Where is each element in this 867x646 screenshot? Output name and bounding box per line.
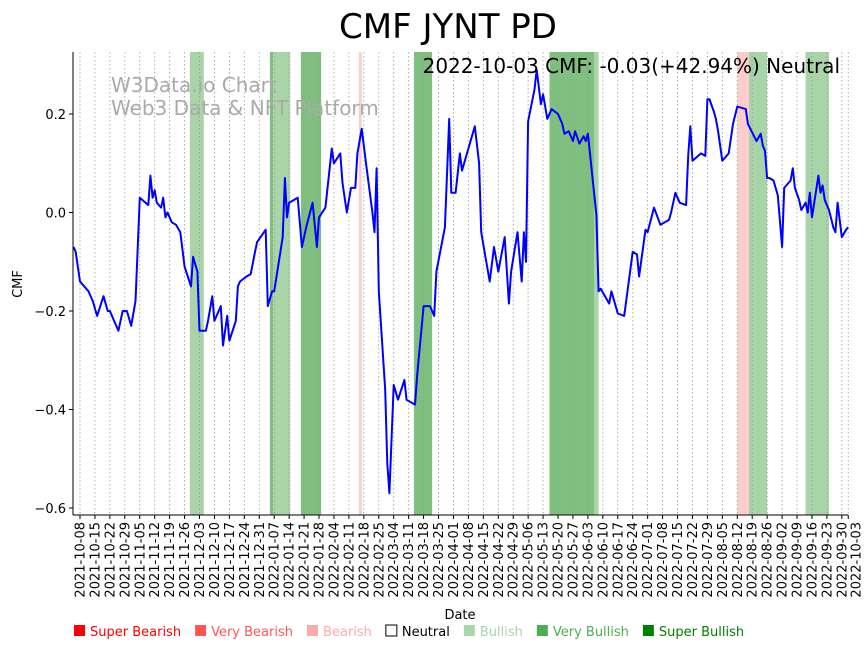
x-tick-label: 2022-09-16: [805, 522, 820, 598]
y-tick-label: −0.6: [34, 502, 66, 517]
y-tick-label: 0.0: [45, 207, 66, 222]
legend-swatch-very-bearish: [195, 625, 207, 636]
x-tick-label: 2021-11-12: [148, 522, 163, 598]
x-tick-label: 2022-07-15: [671, 522, 686, 598]
x-tick-label: 2021-12-10: [208, 522, 223, 598]
chart-title: CMF JYNT PD: [339, 7, 557, 47]
x-tick-label: 2022-02-25: [372, 522, 387, 598]
x-tick-label: 2022-03-25: [432, 522, 447, 598]
x-tick-label: 2022-04-29: [507, 522, 522, 598]
x-tick-label: 2022-06-10: [596, 522, 611, 598]
signal-band-bullish: [749, 52, 768, 515]
y-tick-label: 0.2: [45, 108, 66, 123]
x-tick-label: 2021-12-03: [193, 522, 208, 598]
x-tick-label: 2022-04-01: [447, 522, 462, 598]
legend: Super Bearish Very Bearish Bearish Neutral B…: [74, 624, 744, 640]
x-tick-label: 2022-02-11: [342, 522, 357, 598]
x-tick-label: 2022-09-09: [791, 522, 806, 598]
signal-band-bearish: [358, 52, 362, 515]
x-tick-label: 2022-02-04: [327, 522, 342, 598]
legend-swatch-super-bearish: [74, 625, 85, 636]
x-tick-label: 2022-07-01: [641, 522, 656, 598]
y-ticks: 0.2 0.0 −0.2 −0.4 −0.6: [34, 108, 73, 517]
y-tick-label: −0.2: [34, 305, 66, 320]
signal-bands: [189, 52, 830, 515]
legend-swatch-bearish: [306, 625, 318, 636]
x-tick-label: 2022-05-20: [552, 522, 567, 598]
legend-swatch-very-bullish: [536, 625, 548, 636]
x-tick-label: 2022-06-03: [581, 522, 596, 598]
legend-label: Bearish: [323, 625, 372, 640]
x-tick-label: 2022-01-14: [283, 522, 298, 598]
x-tick-label: 2021-11-05: [133, 522, 148, 598]
x-tick-label: 2022-04-15: [477, 522, 492, 598]
legend-swatch-neutral: [385, 624, 398, 637]
signal-band-bullish: [273, 52, 291, 515]
signal-band-bullish: [805, 52, 830, 515]
x-axis-label: Date: [444, 608, 475, 623]
x-tick-label: 2022-08-05: [716, 522, 731, 598]
legend-label: Very Bearish: [211, 625, 293, 640]
x-tick-label: 2021-11-19: [163, 522, 178, 598]
y-tick-label: −0.4: [34, 404, 66, 419]
x-tick-label: 2022-09-02: [776, 522, 791, 598]
latest-value-annotation: 2022-10-03 CMF: -0.03(+42.94%) Neutral: [423, 54, 840, 78]
x-tick-label: 2022-06-24: [626, 522, 641, 598]
signal-band-very-bullish: [269, 52, 274, 515]
x-ticks: 2021-10-08 2021-10-15 2021-10-22 2021-10-29…: [74, 515, 864, 598]
x-tick-label: 2022-01-28: [313, 522, 328, 598]
x-tick-label: 2021-11-26: [178, 522, 193, 598]
x-tick-label: 2022-01-21: [298, 522, 313, 598]
signal-band-very-bullish: [300, 52, 322, 515]
x-tick-label: 2021-10-15: [88, 522, 103, 598]
x-tick-label: 2022-03-11: [402, 522, 417, 598]
legend-label: Neutral: [402, 625, 450, 640]
x-tick-label: 2022-09-23: [820, 522, 835, 598]
x-tick-label: 2021-12-17: [223, 522, 238, 598]
signal-band-very-bullish: [413, 52, 433, 515]
x-tick-label: 2022-05-06: [522, 522, 537, 598]
x-tick-label: 2022-10-03: [849, 522, 864, 598]
x-tick-label: 2022-03-04: [387, 522, 402, 598]
signal-band-bullish: [594, 52, 599, 515]
legend-label: Bullish: [480, 625, 523, 640]
watermark-line-2: Web3 Data & NFT Platform: [111, 96, 379, 120]
x-tick-label: 2021-12-24: [238, 522, 253, 598]
x-tick-label: 2022-06-17: [611, 522, 626, 598]
x-tick-label: 2022-08-26: [761, 522, 776, 598]
legend-swatch-super-bullish: [642, 625, 654, 636]
x-tick-label: 2022-03-18: [417, 522, 432, 598]
legend-label: Super Bullish: [659, 625, 744, 640]
x-tick-label: 2021-10-29: [118, 522, 133, 598]
x-tick-label: 2022-07-29: [701, 522, 716, 598]
x-tick-label: 2022-07-22: [686, 522, 701, 598]
signal-band-very-bullish: [549, 52, 595, 515]
x-tick-label: 2021-10-22: [103, 522, 118, 598]
legend-label: Very Bullish: [553, 625, 629, 640]
x-tick-label: 2021-12-31: [253, 522, 268, 598]
x-tick-label: 2022-09-30: [835, 522, 850, 598]
x-tick-label: 2022-05-27: [566, 522, 581, 598]
signal-band-bearish: [737, 52, 750, 515]
x-tick-label: 2022-04-08: [462, 522, 477, 598]
x-tick-label: 2022-05-13: [537, 522, 552, 598]
legend-label: Super Bearish: [90, 625, 181, 640]
x-tick-label: 2022-02-18: [357, 522, 372, 598]
x-tick-label: 2022-07-08: [656, 522, 671, 598]
x-tick-label: 2022-04-22: [492, 522, 507, 598]
legend-swatch-bullish: [463, 625, 475, 636]
x-tick-label: 2022-08-12: [731, 522, 746, 598]
cmf-series-line: [72, 68, 849, 495]
x-tick-label: 2022-01-07: [268, 522, 283, 598]
x-tick-label: 2022-08-19: [746, 522, 761, 598]
x-tick-label: 2021-10-08: [74, 522, 89, 598]
watermark-line-1: W3Data.io Chart: [111, 73, 277, 97]
y-axis-label: CMF: [11, 270, 26, 298]
